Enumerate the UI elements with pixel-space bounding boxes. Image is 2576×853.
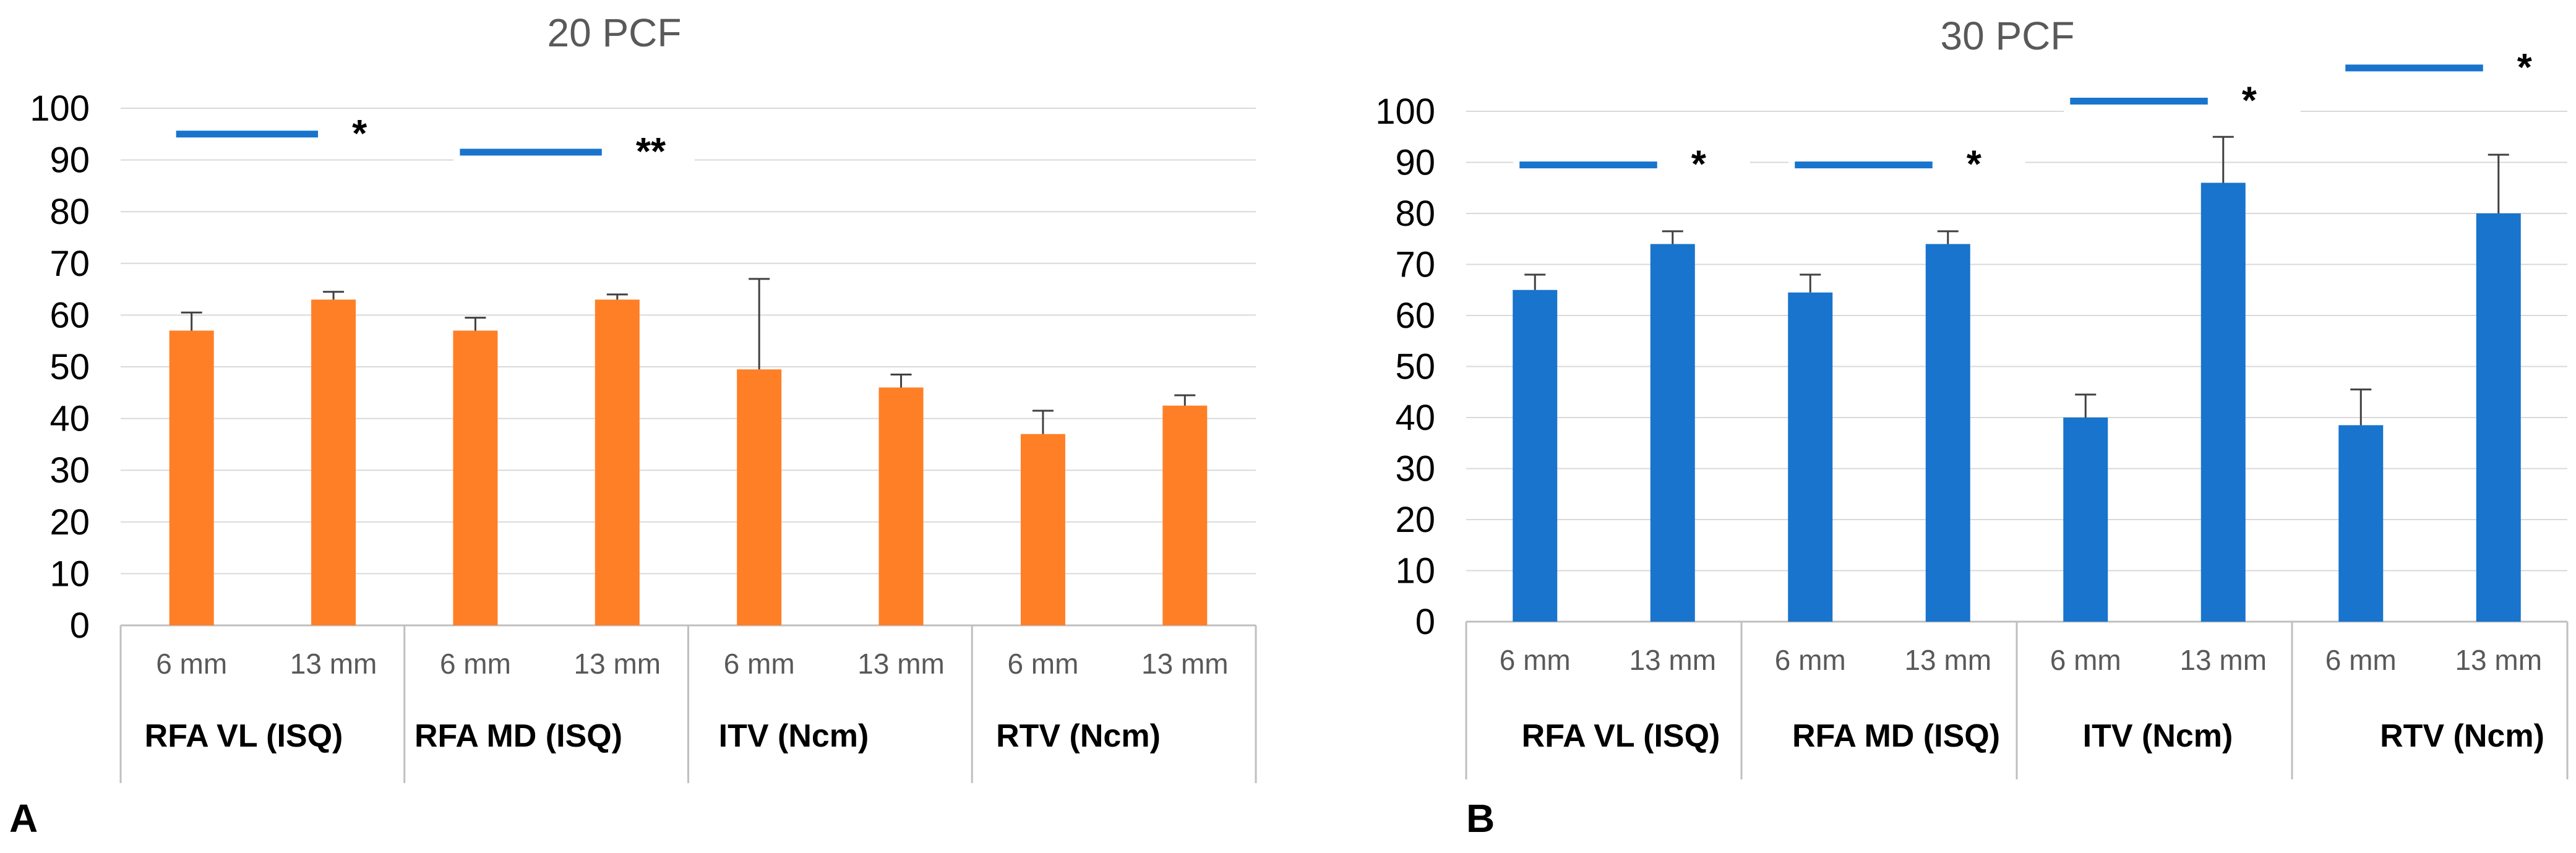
y-tick-label: 0 (1415, 602, 1435, 642)
bar-13mm (2200, 182, 2246, 622)
y-tick-label: 70 (1395, 245, 1435, 285)
y-tick-label: 100 (30, 88, 90, 129)
y-tick-label: 60 (49, 295, 90, 335)
x-tick-label: 13 mm (2179, 644, 2267, 676)
group-label: RFA MD (ISQ) (1792, 718, 2000, 754)
x-tick-label: 6 mm (724, 648, 795, 680)
bar-13mm (1650, 244, 1695, 622)
x-tick-label: 13 mm (1629, 644, 1716, 676)
y-tick-label: 10 (1395, 551, 1435, 591)
bar-13mm (311, 299, 356, 625)
y-tick-label: 50 (49, 347, 90, 387)
y-tick-label: 100 (1375, 92, 1435, 132)
group-label: ITV (Ncm) (719, 718, 869, 754)
group-label: RFA MD (ISQ) (414, 718, 622, 754)
bar-6mm (2338, 425, 2384, 622)
bar-13mm (2476, 213, 2521, 622)
bar-6mm (737, 369, 782, 625)
significance-marker: * (2242, 80, 2257, 122)
y-tick-label: 80 (1395, 194, 1435, 234)
bar-6mm (169, 330, 214, 625)
y-tick-label: 80 (49, 192, 90, 232)
x-tick-label: 6 mm (1500, 644, 1571, 676)
y-tick-label: 20 (1395, 500, 1435, 540)
significance-marker: * (1691, 144, 1707, 186)
group-label: RTV (Ncm) (996, 718, 1161, 754)
x-tick-label: 6 mm (440, 648, 511, 680)
bar-13mm (595, 299, 640, 625)
chart-panel-20-pcf: 20 PCF 0 10 20 30 40 50 60 70 80 90 100 6 mm 13 mm 6 m… (9, 11, 1257, 841)
group-label: ITV (Ncm) (2083, 718, 2233, 754)
x-tick-label: 13 mm (1141, 648, 1229, 680)
y-tick-label: 30 (1395, 449, 1435, 489)
x-tick-label: 13 mm (857, 648, 945, 680)
y-tick-label: 90 (49, 140, 90, 181)
y-tick-label: 40 (49, 399, 90, 439)
x-tick-label: 6 mm (2325, 644, 2397, 676)
chart-title: 20 PCF (547, 11, 682, 55)
y-tick-label: 10 (49, 554, 90, 594)
panel-label: B (1466, 796, 1495, 841)
panel-label: A (9, 796, 38, 841)
group-label: RFA VL (ISQ) (1522, 718, 1720, 754)
y-tick-label: 60 (1395, 296, 1435, 336)
bar-6mm (1020, 434, 1065, 625)
bar-6mm (1788, 292, 1833, 622)
x-tick-label: 6 mm (156, 648, 227, 680)
y-tick-label: 90 (1395, 143, 1435, 183)
x-tick-label: 6 mm (2050, 644, 2121, 676)
significance-marker: * (2517, 46, 2533, 89)
y-tick-label: 30 (49, 450, 90, 491)
x-tick-label: 13 mm (2455, 644, 2542, 676)
x-tick-label: 13 mm (1904, 644, 1991, 676)
significance-marker: * (1967, 144, 1982, 186)
chart-title: 30 PCF (1941, 14, 2075, 58)
y-tick-label: 70 (49, 244, 90, 284)
x-tick-label: 6 mm (1007, 648, 1078, 680)
significance-marker: * (352, 113, 367, 155)
bar-6mm (1513, 289, 1558, 622)
y-tick-label: 50 (1395, 347, 1435, 387)
chart-panel-30-pcf: 30 PCF 0 10 20 30 40 50 60 70 80 90 100 6 mm 13 mm 6 m… (1375, 14, 2576, 841)
bar-13mm (1925, 244, 1970, 622)
group-label: RFA VL (ISQ) (145, 718, 343, 754)
y-tick-label: 40 (1395, 398, 1435, 438)
significance-marker: ** (636, 131, 666, 173)
y-tick-label: 0 (70, 606, 90, 646)
bar-6mm (2063, 418, 2108, 622)
bar-13mm (1162, 405, 1208, 625)
x-tick-label: 6 mm (1775, 644, 1846, 676)
group-label: RTV (Ncm) (2380, 718, 2544, 754)
x-tick-label: 13 mm (574, 648, 661, 680)
y-tick-label: 20 (49, 502, 90, 542)
bar-13mm (878, 387, 924, 625)
x-tick-label: 13 mm (290, 648, 377, 680)
bar-6mm (453, 330, 498, 625)
